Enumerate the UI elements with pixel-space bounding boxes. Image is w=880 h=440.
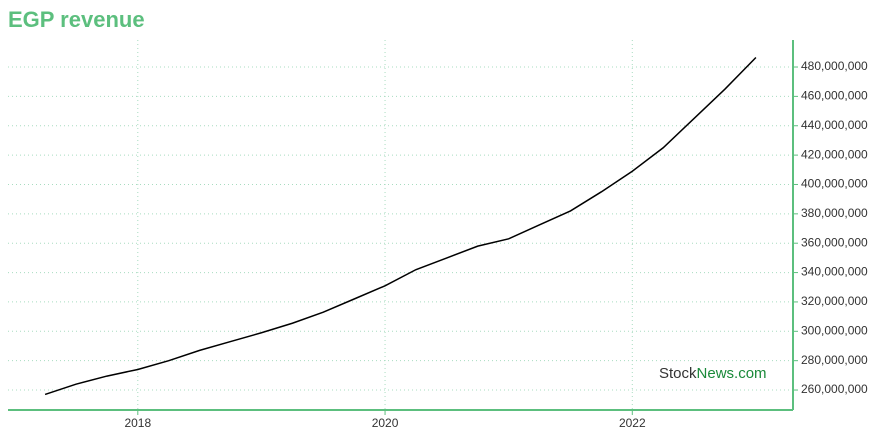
chart-title: EGP revenue	[8, 7, 145, 32]
y-tick-label: 440,000,000	[801, 118, 868, 132]
watermark: StockNews.com	[659, 365, 767, 382]
x-tick-label: 2022	[619, 416, 646, 430]
y-tick-label: 380,000,000	[801, 206, 868, 220]
y-tick-label: 260,000,000	[801, 382, 868, 396]
y-tick-label: 480,000,000	[801, 59, 868, 73]
y-tick-label: 400,000,000	[801, 177, 868, 191]
x-tick-label: 2020	[372, 416, 399, 430]
watermark-part: Stock	[659, 365, 697, 382]
y-tick-label: 340,000,000	[801, 265, 868, 279]
x-tick-label: 2018	[124, 416, 151, 430]
y-tick-label: 320,000,000	[801, 294, 868, 308]
watermark-part: News.com	[697, 365, 767, 382]
y-tick-label: 280,000,000	[801, 353, 868, 367]
y-tick-label: 420,000,000	[801, 147, 868, 161]
y-tick-label: 360,000,000	[801, 235, 868, 249]
line	[44, 56, 757, 396]
y-tick-label: 300,000,000	[801, 323, 868, 337]
y-tick-label: 460,000,000	[801, 89, 868, 103]
